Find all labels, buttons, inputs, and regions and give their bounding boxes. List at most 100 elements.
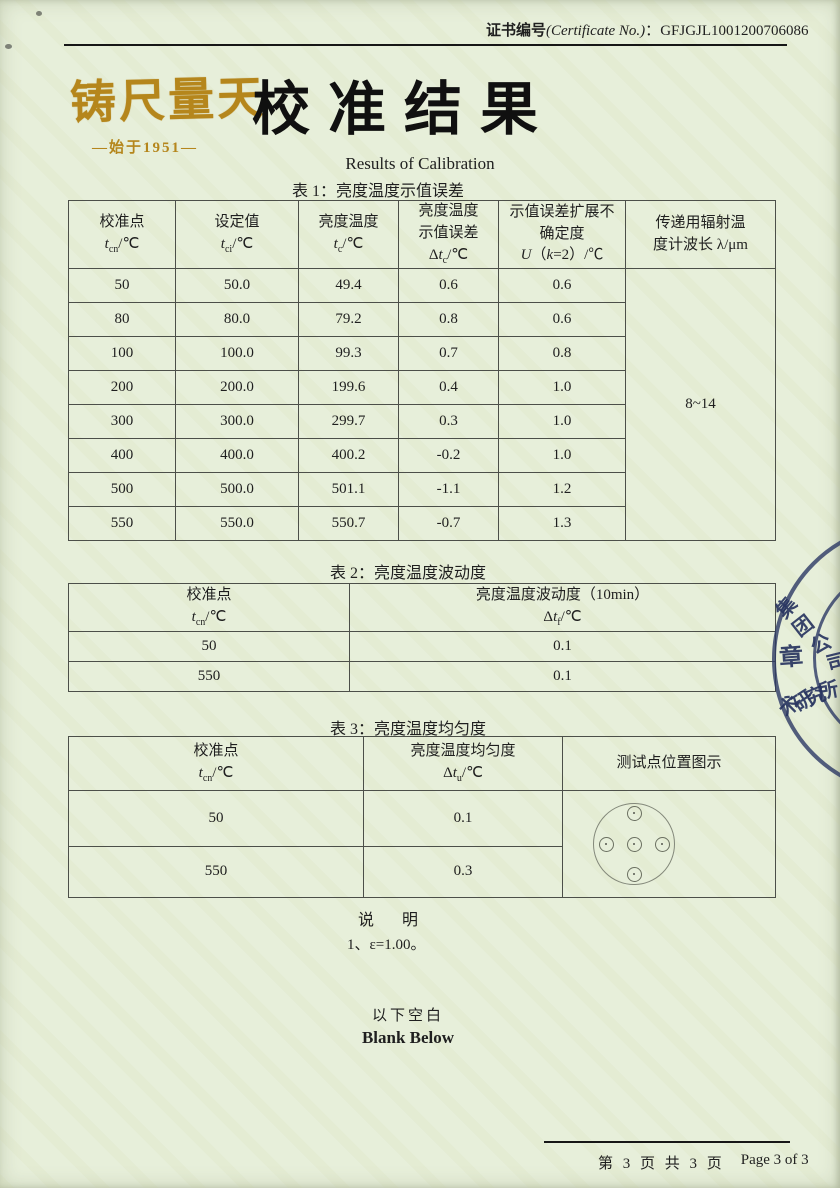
test-point-position-diagram: [593, 803, 675, 885]
page-number-en: Page 3 of 3: [740, 1152, 809, 1168]
table3-header-row: 校准点 tcn/℃ 亮度温度均匀度 Δtu/℃ 测试点位置图示: [68, 736, 776, 791]
table1-cell: 0.8: [398, 302, 499, 337]
footer-rule: [544, 1141, 790, 1143]
table1-cell: 1.2: [498, 472, 626, 507]
table2-header-row: 校准点 tcn/℃ 亮度温度波动度（10min） Δtf/℃: [68, 583, 776, 632]
blank-below-cn: 以下空白: [371, 1008, 444, 1024]
table1-cell: 0.7: [398, 336, 499, 371]
table1-cell: 1.0: [498, 370, 626, 405]
table1-cell: 400.0: [175, 438, 299, 473]
header-rule: [64, 44, 787, 46]
table1-row: 400 400.0 400.2 -0.2 1.0: [68, 438, 776, 473]
brand-logo-calligraphy: 铸尺量天: [69, 72, 267, 129]
table1-cell: 0.6: [498, 302, 626, 337]
test-point-left: [599, 837, 614, 852]
table1-header-calibration-point: 校准点 tcn/℃: [68, 200, 176, 269]
table3-cell: 50: [68, 790, 364, 847]
seal-character-center: 章: [778, 644, 805, 672]
table1-cell: -0.7: [398, 506, 499, 541]
table2-header-fluctuation: 亮度温度波动度（10min） Δtf/℃: [349, 583, 776, 632]
table3-caption: 表 3：亮度温度均匀度: [330, 721, 487, 738]
table1-cell: 0.6: [398, 268, 499, 303]
table1-cell: 100: [68, 336, 176, 371]
table2-row: 50 0.1: [68, 631, 776, 662]
table3-cell: 550: [68, 846, 364, 898]
table1-cell: 300.0: [175, 404, 299, 439]
table1-cell: 0.8: [498, 336, 626, 371]
table2-cell: 550: [68, 661, 350, 692]
certificate-number-value: GFJGJL1001200706086: [660, 23, 809, 39]
table2-cell: 0.1: [349, 661, 776, 692]
table1-header-uncertainty: 示值误差扩展不 确定度 U（k=2）/℃: [498, 200, 626, 269]
table1-header-row: 校准点 tcn/℃ 设定值 tci/℃ 亮度温度 tc/℃ 亮度温度 示值误差 …: [68, 200, 776, 269]
table1-cell: 501.1: [298, 472, 399, 507]
table3-header-calibration-point: 校准点 tcn/℃: [68, 736, 364, 791]
table3-diagram-cell: [562, 790, 776, 898]
table1-row: 50 50.0 49.4 0.6 0.6 8~14: [68, 268, 776, 541]
table1-cell: 1.0: [498, 404, 626, 439]
table1-cell: 79.2: [298, 302, 399, 337]
table1-cell: -0.2: [398, 438, 499, 473]
table1-header-set-value: 设定值 tci/℃: [175, 200, 299, 269]
table1-row: 80 80.0 79.2 0.8 0.6: [68, 302, 776, 337]
page-subtitle-en: Results of Calibration: [345, 154, 495, 173]
table3-cell: 0.1: [363, 790, 563, 847]
table2-cell: 50: [68, 631, 350, 662]
test-point-right: [655, 837, 670, 852]
scan-speck: [5, 44, 12, 49]
certificate-number-line: 证书编号 (Certificate No.) ： GFJGJL100120070…: [486, 19, 809, 40]
table1-caption: 表 1：亮度温度示值误差: [292, 183, 465, 200]
table1-cell: 49.4: [298, 268, 399, 303]
table1-cell: 1.3: [498, 506, 626, 541]
table1-cell: 100.0: [175, 336, 299, 371]
table2-cell: 0.1: [349, 631, 776, 662]
test-point-top: [627, 806, 642, 821]
notes-item-emissivity: 1、ε=1.00。: [347, 937, 426, 953]
table1-cell: 1.0: [498, 438, 626, 473]
table1-row: 300 300.0 299.7 0.3 1.0: [68, 404, 776, 439]
page-title: 校准结果: [252, 77, 557, 142]
table1-wavelength-value: 8~14: [625, 268, 776, 541]
table1-cell: 299.7: [298, 404, 399, 439]
table1-row: 500 500.0 501.1 -1.1 1.2: [68, 472, 776, 507]
table3-header-test-point-diagram: 测试点位置图示: [562, 736, 776, 791]
blank-below-block: 以下空白 Blank Below: [330, 1004, 486, 1048]
table2-header-calibration-point: 校准点 tcn/℃: [68, 583, 350, 632]
seal-character: 所: [816, 678, 840, 704]
table3-uniformity: 校准点 tcn/℃ 亮度温度均匀度 Δtu/℃ 测试点位置图示 50 0.1: [68, 736, 776, 898]
blank-below-en: Blank Below: [361, 1028, 455, 1047]
certificate-number-label: 证书编号: [486, 23, 547, 39]
table3-row: 550 0.3: [68, 846, 776, 898]
table1-cell: 200.0: [175, 370, 299, 405]
scan-speck: [36, 11, 42, 16]
table1-cell: 80.0: [175, 302, 299, 337]
table2-fluctuation: 校准点 tcn/℃ 亮度温度波动度（10min） Δtf/℃ 50 0.1 55…: [68, 583, 776, 692]
table1-cell: 0.3: [398, 404, 499, 439]
certificate-number-separator: ：: [645, 23, 661, 39]
certificate-number-label-en: (Certificate No.): [546, 23, 646, 39]
table1-cell: 300: [68, 404, 176, 439]
notes-title: 说 明: [358, 912, 431, 929]
table1-header-luminance-temperature: 亮度温度 tc/℃: [298, 200, 399, 269]
table1-header-indication-error: 亮度温度 示值误差 Δtc/℃: [398, 200, 499, 269]
table1-cell: 400.2: [298, 438, 399, 473]
table1-cell: -1.1: [398, 472, 499, 507]
table1-cell: 500: [68, 472, 176, 507]
table3-row: 50 0.1: [68, 790, 776, 898]
table1-cell: 50.0: [175, 268, 299, 303]
table1-row: 550 550.0 550.7 -0.7 1.3: [68, 506, 776, 541]
table1-cell: 400: [68, 438, 176, 473]
test-point-bottom: [627, 867, 642, 882]
table3-header-uniformity: 亮度温度均匀度 Δtu/℃: [363, 736, 563, 791]
table1-cell: 500.0: [175, 472, 299, 507]
table1-indication-error: 校准点 tcn/℃ 设定值 tci/℃ 亮度温度 tc/℃ 亮度温度 示值误差 …: [68, 200, 776, 541]
table3-cell: 0.3: [363, 846, 563, 898]
test-point-center: [627, 837, 642, 852]
page-number-cn: 第 3 页 共 3 页: [598, 1156, 725, 1172]
table1-header-wavelength: 传递用辐射温 度计波长 λ/μm: [625, 200, 776, 269]
table2-row: 550 0.1: [68, 661, 776, 692]
table1-cell: 50: [68, 268, 176, 303]
page-number: 第 3 页 共 3 页 Page 3 of 3: [598, 1152, 809, 1173]
table1-cell: 200: [68, 370, 176, 405]
